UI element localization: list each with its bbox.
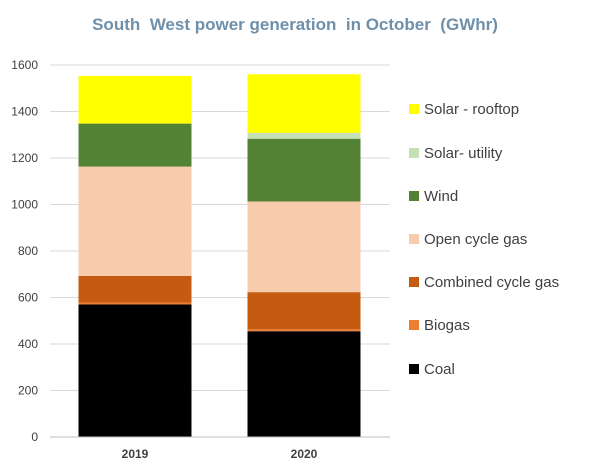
y-tick-label: 800: [18, 244, 38, 258]
legend-label: Biogas: [424, 317, 470, 334]
legend-swatch: [409, 191, 419, 201]
bar-stack-2019: [78, 75, 192, 437]
legend-swatch: [409, 320, 419, 330]
legend-swatch: [409, 148, 419, 158]
legend-item: Combined cycle gas: [409, 274, 559, 291]
legend-item: Open cycle gas: [409, 231, 527, 248]
bar-segment-solar-rooftop-2019: [78, 75, 192, 124]
legend-swatch: [409, 364, 419, 374]
legend-item: Wind: [409, 188, 458, 205]
y-tick-label: 1200: [11, 151, 38, 165]
y-tick-label: 600: [18, 291, 38, 305]
y-tick-label: 1400: [11, 105, 38, 119]
legend-label: Open cycle gas: [424, 231, 527, 248]
legend-label: Solar - rooftop: [424, 101, 519, 118]
bar-segment-coal-2020: [247, 331, 361, 437]
bar-segment-biogas-2020: [247, 329, 361, 332]
legend: Solar - rooftop Solar- utility Wind Open cy…: [409, 101, 559, 378]
legend-swatch: [409, 277, 419, 287]
bar-segment-solar-utility-2020: [247, 132, 361, 139]
bar-segment-coal-2019: [78, 304, 192, 437]
bar-segment-open-cycle-gas-2020: [247, 201, 361, 293]
chart-title: South West power generation in October (…: [92, 15, 498, 34]
y-tick-label: 400: [18, 337, 38, 351]
bar-segment-wind-2020: [247, 138, 361, 202]
legend-swatch: [409, 104, 419, 114]
bars: [78, 74, 361, 437]
y-tick-label: 1000: [11, 198, 38, 212]
legend-swatch: [409, 234, 419, 244]
bar-segment-wind-2019: [78, 123, 192, 167]
legend-item: Solar - rooftop: [409, 101, 519, 118]
y-tick-label: 0: [31, 430, 38, 444]
y-tick-label: 200: [18, 384, 38, 398]
bar-segment-biogas-2019: [78, 302, 192, 305]
bar-segment-combined-cycle-gas-2020: [247, 292, 361, 330]
legend-label: Combined cycle gas: [424, 274, 559, 291]
x-axis-tick-labels: 2019 2020: [122, 447, 318, 461]
bar-segment-solar-rooftop-2020: [247, 74, 361, 133]
y-axis-tick-labels: 0 200 400 600 800 1000 1200 1400 1600: [11, 58, 38, 444]
legend-item: Coal: [409, 361, 455, 378]
legend-item: Biogas: [409, 317, 470, 334]
bar-segment-combined-cycle-gas-2019: [78, 275, 192, 303]
x-tick-label: 2020: [291, 447, 318, 461]
bar-segment-open-cycle-gas-2019: [78, 166, 192, 276]
x-tick-label: 2019: [122, 447, 149, 461]
legend-item: Solar- utility: [409, 145, 503, 162]
legend-label: Solar- utility: [424, 145, 503, 162]
bar-stack-2020: [247, 74, 361, 437]
legend-label: Coal: [424, 361, 455, 378]
y-tick-label: 1600: [11, 58, 38, 72]
legend-label: Wind: [424, 188, 458, 205]
